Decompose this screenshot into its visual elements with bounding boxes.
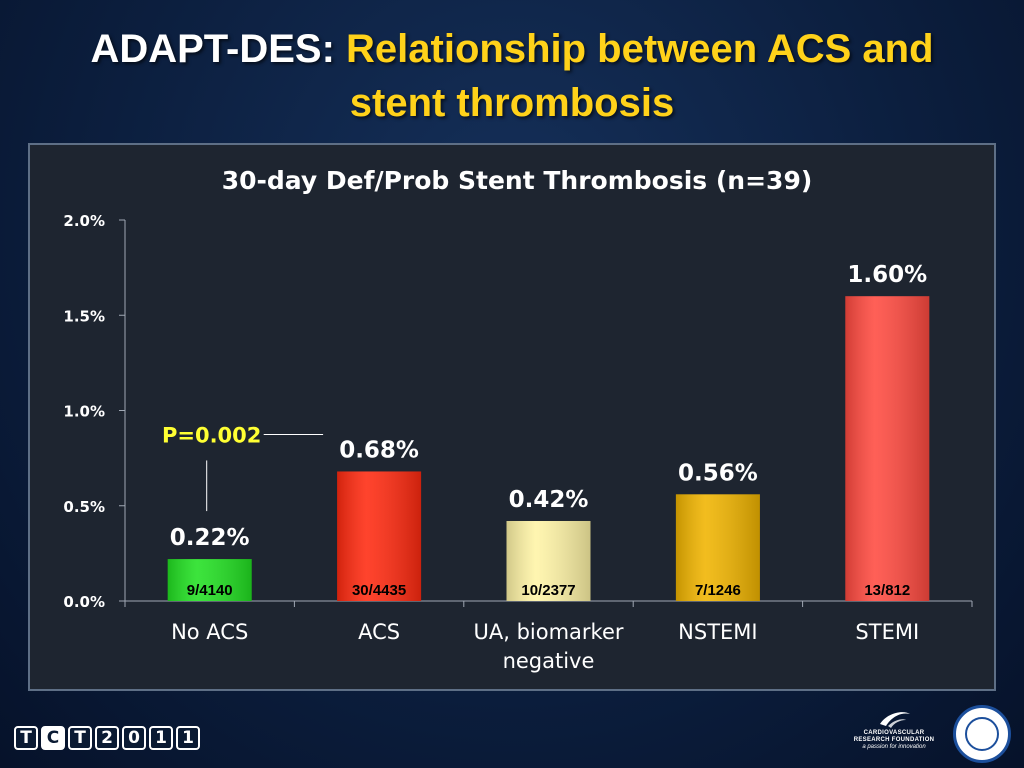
category-label: NSTEMI xyxy=(678,620,757,644)
tct-logo-letter: 1 xyxy=(149,726,173,750)
title-accent-line-2: stent thrombosis xyxy=(349,81,675,125)
y-tick-label: 0.0% xyxy=(63,593,105,611)
y-tick-label: 1.0% xyxy=(63,403,105,421)
bar-shading xyxy=(506,520,591,601)
tct-logo-letter: T xyxy=(14,726,38,750)
title-accent-line-1: Relationship between ACS and xyxy=(346,27,934,71)
labels: 0.22% 9/4140 No ACS 0.68% 30/4435 ACS 0.42% 10/… xyxy=(170,262,927,673)
bar-value-label: 0.68% xyxy=(339,437,419,463)
category-label: negative xyxy=(503,649,595,673)
tct-logo-letter: 0 xyxy=(122,726,146,750)
category-label: UA, biomarker xyxy=(473,620,623,644)
bar-count-label: 9/4140 xyxy=(187,582,233,599)
tct-logo-letter: C xyxy=(41,726,65,750)
chart-title: 30-day Def/Prob Stent Thrombosis (n=39) xyxy=(222,166,813,195)
axes: 0.0% 0.5% 1.0% 1.5% 2.0% xyxy=(63,212,973,611)
bar-shading xyxy=(675,494,760,601)
bar-value-label: 0.56% xyxy=(678,460,758,486)
bar-value-label: 1.60% xyxy=(847,262,927,288)
y-tick-label: 2.0% xyxy=(63,212,105,230)
bar-value-label: 0.22% xyxy=(170,525,250,551)
p-value-label: P=0.002 xyxy=(162,423,261,447)
bar-shading xyxy=(167,559,252,601)
category-label: STEMI xyxy=(855,620,919,644)
tct-logo-letter: 1 xyxy=(176,726,200,750)
bar-chart: 30-day Def/Prob Stent Thrombosis (n=39) … xyxy=(63,166,973,673)
crf-name-line-2: RESEARCH FOUNDATION xyxy=(853,737,935,743)
bar-count-label: 10/2377 xyxy=(521,582,575,599)
bar-count-label: 13/812 xyxy=(864,582,910,599)
title-line-1: ADAPT-DES: Relationship between ACS and xyxy=(0,22,1024,76)
tct-logo-letter: 2 xyxy=(95,726,119,750)
bar-shading xyxy=(845,296,930,601)
slide-title: ADAPT-DES: Relationship between ACS and … xyxy=(0,22,1024,130)
category-label: No ACS xyxy=(171,620,248,644)
bar-count-label: 7/1246 xyxy=(695,582,741,599)
y-tick-label: 1.5% xyxy=(63,307,105,325)
chart-panel: 30-day Def/Prob Stent Thrombosis (n=39) … xyxy=(28,143,996,691)
bar-value-label: 0.42% xyxy=(509,487,589,513)
title-prefix: ADAPT-DES: xyxy=(90,27,335,71)
category-label: ACS xyxy=(358,620,400,644)
crf-name-line-1: CARDIOVASCULAR xyxy=(863,730,925,736)
crf-swoosh-icon xyxy=(880,712,910,728)
bar-count-label: 30/4435 xyxy=(352,582,406,599)
bar-shading xyxy=(337,471,422,601)
acc-seal-icon xyxy=(953,705,1011,763)
tct-logo-letter: T xyxy=(68,726,92,750)
p-value-annotation: P=0.002 xyxy=(162,423,324,512)
acc-seal-inner xyxy=(965,717,999,751)
y-tick-label: 0.5% xyxy=(63,498,105,516)
crf-tagline: a passion for innovation xyxy=(862,744,926,750)
crf-logo: CARDIOVASCULAR RESEARCH FOUNDATION a pas… xyxy=(848,708,940,764)
bars xyxy=(167,296,930,601)
